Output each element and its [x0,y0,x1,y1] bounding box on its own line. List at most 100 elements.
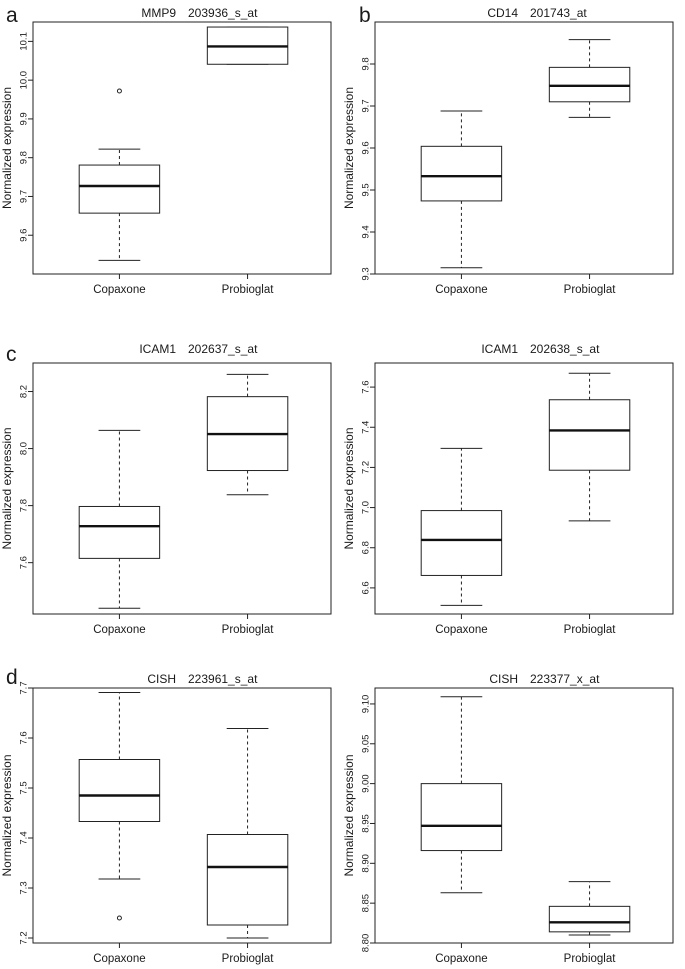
y-tick-label: 9.00 [361,774,372,793]
panel-title-gene: MMP9 [141,6,176,20]
panel-title-probe: 202637_s_at [188,342,258,356]
box-iqr [548,66,631,103]
y-tick-label: 7.5 [19,781,30,794]
panel-title-probe: 202638_s_at [530,342,600,356]
box-iqr [78,505,161,559]
y-tick-label: 10.1 [19,32,30,51]
y-tick-label: 7.4 [19,831,30,844]
box-iqr [420,145,503,202]
plot-frame [32,687,332,944]
y-tick-label: 6.6 [361,581,372,594]
panel-title-gene: ICAM1 [139,342,176,356]
panel-title-gene: CD14 [487,6,518,20]
y-tick-label: 7.8 [19,499,30,512]
panel-letter: a [6,4,18,27]
y-axis-label: Normalized expression [0,754,14,876]
panel-5: d CISH 223961_s_at Normalized expression 7.2… [0,666,332,965]
y-tick-label: 9.6 [361,141,372,154]
x-tick-label: Probioglat [222,953,275,965]
x-tick-label: Probioglat [564,624,617,636]
box-0 [78,429,161,609]
x-tick-label: Probioglat [222,284,275,296]
y-tick-label: 8.2 [19,385,30,398]
plot-frame [32,362,332,615]
y-axis-label: Normalized expression [342,87,356,209]
x-tick-label: Copaxone [93,953,145,965]
panel-title-probe: 223377_x_at [530,672,600,686]
y-tick-label: 7.6 [361,380,372,393]
box-0 [420,110,503,269]
box-1 [206,26,289,65]
panel-title-probe: 203936_s_at [188,6,258,20]
panel-title-gene: ICAM1 [481,342,518,356]
y-tick-label: 7.2 [19,931,30,944]
x-tick-label: Copaxone [435,624,487,636]
panel-title-gene: CISH [147,672,176,686]
box-1 [206,728,289,939]
outlier-point [116,88,122,94]
box-iqr [420,783,503,852]
y-axis-label: Normalized expression [0,427,14,549]
box-iqr [206,834,289,926]
y-tick-label: 8.85 [361,894,372,913]
x-tick-label: Copaxone [93,624,145,636]
box-0 [420,696,503,894]
panel-1: a MMP9 203936_s_at Normalized expression 9.6… [0,4,332,296]
x-tick-label: Copaxone [93,284,145,296]
outlier-point [116,915,122,921]
x-tick-label: Probioglat [222,624,275,636]
y-tick-label: 9.6 [19,229,30,242]
panel-letter: b [359,4,371,27]
box-iqr [548,399,631,471]
y-axis-label: Normalized expression [342,754,356,876]
panel-title-probe: 223961_s_at [188,672,258,686]
box-iqr [78,164,161,214]
panel-6: CISH 223377_x_at Normalized expression 8.80… [342,672,674,965]
x-tick-label: Probioglat [564,284,617,296]
panel-letter: d [6,666,18,689]
y-tick-label: 9.8 [19,151,30,164]
panel-title-probe: 201743_at [530,6,587,20]
box-1 [206,373,289,496]
y-tick-label: 7.7 [19,681,30,694]
panel-title-gene: CISH [489,672,518,686]
box-0 [78,692,161,921]
y-tick-label: 9.7 [19,190,30,203]
y-tick-label: 9.10 [361,695,372,714]
box-0 [78,88,161,261]
y-tick-label: 7.6 [19,731,30,744]
x-tick-label: Copaxone [435,284,487,296]
y-tick-label: 8.80 [361,934,372,953]
y-tick-label: 7.0 [361,501,372,514]
plot-frame [374,687,674,944]
y-tick-label: 7.2 [361,461,372,474]
y-axis-label: Normalized expression [342,427,356,549]
box-1 [548,372,631,522]
y-tick-label: 7.3 [19,881,30,894]
plot-frame [374,362,674,615]
y-tick-label: 7.6 [19,556,30,569]
y-tick-label: 8.90 [361,854,372,873]
x-tick-label: Probioglat [564,953,617,965]
y-tick-label: 9.7 [361,99,372,112]
y-tick-label: 9.05 [361,735,372,754]
panel-3: c ICAM1 202637_s_at Normalized expression 7.… [0,342,332,636]
box-iqr [78,759,161,822]
y-axis-label: Normalized expression [0,87,14,209]
y-tick-label: 9.8 [361,57,372,70]
y-tick-label: 9.4 [361,225,372,238]
panel-2: b CD14 201743_at Normalized expression 9.3 9.… [342,4,674,296]
plot-frame [32,21,332,275]
panel-letter: c [6,343,17,366]
y-tick-label: 9.5 [361,183,372,196]
x-tick-label: Copaxone [435,953,487,965]
y-tick-label: 8.95 [361,814,372,833]
box-1 [548,39,631,118]
y-tick-label: 6.8 [361,541,372,554]
y-tick-label: 9.3 [361,267,372,280]
box-0 [420,447,503,606]
y-tick-label: 8.0 [19,442,30,455]
box-iqr [548,905,631,933]
panel-4: ICAM1 202638_s_at Normalized expression 6.6… [342,342,674,636]
